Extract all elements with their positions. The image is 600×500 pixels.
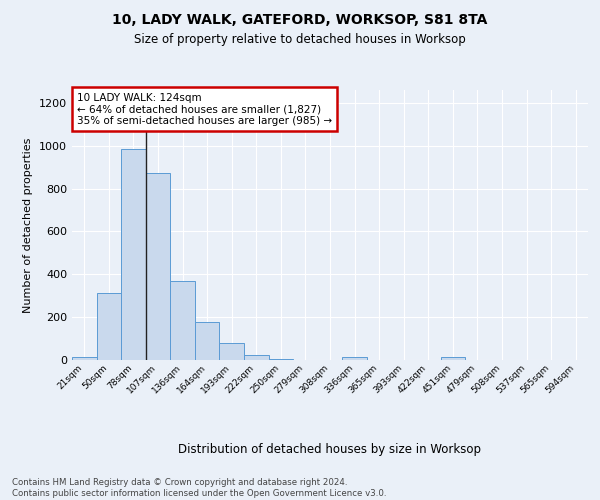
Bar (97, 292, 121, 360)
Bar (195, 322, 220, 360)
Bar (440, 358, 465, 360)
Bar (72, 358, 97, 360)
Bar (121, 149, 146, 360)
Bar (170, 280, 195, 360)
Bar (269, 359, 293, 360)
Text: Contains HM Land Registry data © Crown copyright and database right 2024.
Contai: Contains HM Land Registry data © Crown c… (12, 478, 386, 498)
Text: 10 LADY WALK: 124sqm
← 64% of detached houses are smaller (1,827)
35% of semi-de: 10 LADY WALK: 124sqm ← 64% of detached h… (77, 92, 332, 126)
Text: Distribution of detached houses by size in Worksop: Distribution of detached houses by size … (179, 442, 482, 456)
Y-axis label: Number of detached properties: Number of detached properties (23, 138, 34, 312)
Bar (244, 356, 269, 360)
Text: 10, LADY WALK, GATEFORD, WORKSOP, S81 8TA: 10, LADY WALK, GATEFORD, WORKSOP, S81 8T… (112, 12, 488, 26)
Bar (146, 173, 170, 360)
Text: Size of property relative to detached houses in Worksop: Size of property relative to detached ho… (134, 32, 466, 46)
Bar (220, 344, 244, 360)
Bar (342, 358, 367, 360)
